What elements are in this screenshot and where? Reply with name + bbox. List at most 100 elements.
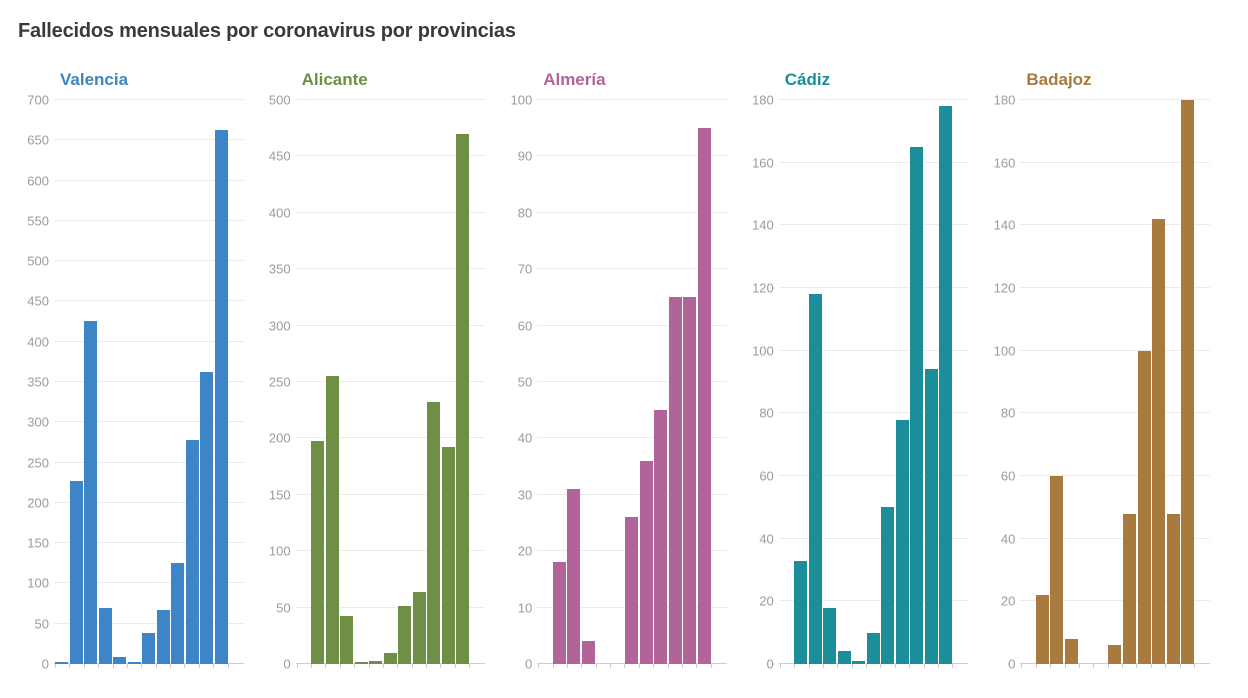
gridline	[54, 139, 244, 141]
x-tick-mark	[923, 664, 925, 668]
gridline	[1020, 412, 1210, 414]
y-tick-label: 30	[517, 487, 533, 503]
gridline	[295, 268, 486, 270]
gridline	[1020, 600, 1210, 602]
y-tick-label: 0	[766, 656, 774, 672]
bar-month-7	[1108, 645, 1122, 664]
chart-panel-alicante: Alicante 0 50 100 150 200 250 300 350 400 450 500	[260, 69, 502, 671]
bar-chart: 0 20 40 60 80 100 120 140 160 180	[984, 94, 1226, 671]
bar-month-4	[340, 615, 354, 664]
y-tick-label: 350	[268, 261, 291, 277]
y-tick-label: 120	[752, 280, 774, 296]
bar-month-11	[683, 297, 697, 664]
x-tick-mark	[198, 664, 200, 668]
gridline	[1020, 287, 1210, 288]
panel-title: Badajoz	[1026, 70, 1092, 89]
bar-chart: 0 50 100 150 200 250 300 350 400 450 500	[260, 94, 502, 671]
bar-month-11	[1166, 513, 1180, 664]
gridline	[54, 179, 244, 181]
y-axis: 0 50 100 150 200 250 300 350 400 450 500	[260, 94, 296, 671]
small-multiples-row: Valencia 0 50 100 150 200 250 300 350 400 450 500 55…	[18, 69, 1226, 671]
y-tick-label: 500	[268, 92, 291, 108]
bar-month-11	[924, 369, 938, 664]
bar-month-10	[910, 147, 924, 664]
bar-month-5	[837, 651, 851, 664]
x-tick-mark	[1165, 664, 1167, 668]
gridline	[537, 211, 727, 213]
y-tick-label: 100	[268, 543, 291, 559]
x-tick-mark	[638, 664, 640, 668]
y-tick-label: 70	[517, 261, 533, 277]
bar-month-4	[1064, 638, 1078, 664]
panel-title: Almería	[543, 70, 606, 89]
y-tick-label: 650	[27, 132, 49, 148]
x-tick-mark	[1193, 664, 1195, 668]
panel-title: Cádiz	[784, 70, 831, 89]
gridline	[295, 381, 486, 382]
bar-month-9	[412, 591, 426, 664]
y-tick-label: 50	[34, 616, 49, 632]
gridline	[778, 287, 969, 288]
gridline	[54, 381, 244, 382]
bar-month-10	[427, 402, 441, 664]
x-axis-ticks	[55, 664, 229, 669]
x-tick-mark	[696, 664, 698, 668]
y-tick-label: 0	[1008, 656, 1016, 672]
gridline	[295, 155, 486, 157]
bar-month-2	[69, 481, 83, 664]
bar-month-3	[325, 376, 339, 664]
bar-month-1	[55, 662, 69, 664]
gridline	[54, 421, 244, 423]
y-tick-label: 20	[517, 543, 533, 559]
gridline	[295, 550, 486, 552]
y-tick-label: 140	[752, 217, 774, 233]
bar-month-5	[113, 656, 127, 664]
bars-group	[538, 100, 711, 664]
bar-month-10	[1152, 219, 1166, 664]
gridline	[54, 501, 244, 503]
y-tick-label: 700	[27, 92, 49, 108]
y-tick-label: 60	[1000, 468, 1016, 484]
gridline	[295, 211, 486, 213]
x-tick-mark	[155, 664, 157, 668]
gridline	[54, 340, 244, 342]
y-tick-label: 200	[268, 430, 291, 446]
y-tick-label: 550	[27, 213, 49, 229]
bar-month-7	[383, 652, 397, 664]
y-axis: 0 50 100 150 200 250 300 350 400 450 500 550 600 650 7…	[18, 94, 54, 671]
x-tick-mark	[851, 664, 853, 668]
y-tick-label: 80	[517, 205, 533, 221]
gridline	[1020, 349, 1210, 351]
gridline	[54, 622, 244, 624]
x-tick-mark	[83, 664, 85, 668]
gridline	[778, 412, 969, 414]
x-tick-mark	[1035, 664, 1037, 668]
gridline	[537, 99, 727, 100]
bar-month-12	[214, 129, 228, 664]
gridline	[1020, 99, 1210, 100]
bar-month-4	[98, 608, 112, 664]
x-tick-mark	[566, 664, 568, 668]
y-tick-label: 80	[759, 405, 774, 421]
y-tick-label: 120	[993, 280, 1016, 296]
y-tick-label: 50	[517, 374, 533, 390]
bar-month-4	[581, 641, 595, 664]
bar-month-5	[354, 661, 368, 664]
y-tick-label: 60	[759, 468, 774, 484]
y-tick-label: 40	[759, 531, 774, 547]
y-axis: 0 10 20 30 40 50 60 70 80 90 100	[501, 94, 537, 671]
gridline	[295, 437, 486, 439]
x-tick-mark	[1050, 664, 1052, 668]
bar-month-3	[567, 489, 581, 664]
x-tick-mark	[779, 664, 781, 668]
x-tick-mark	[296, 664, 298, 668]
bar-month-12	[1181, 100, 1195, 664]
panel-title: Alicante	[301, 70, 368, 89]
gridline	[537, 268, 727, 270]
x-tick-mark	[1179, 664, 1181, 668]
x-tick-mark	[184, 664, 186, 668]
gridline	[54, 219, 244, 221]
bar-month-8	[398, 606, 412, 664]
bar-month-2	[794, 560, 808, 664]
gridline	[54, 542, 244, 544]
